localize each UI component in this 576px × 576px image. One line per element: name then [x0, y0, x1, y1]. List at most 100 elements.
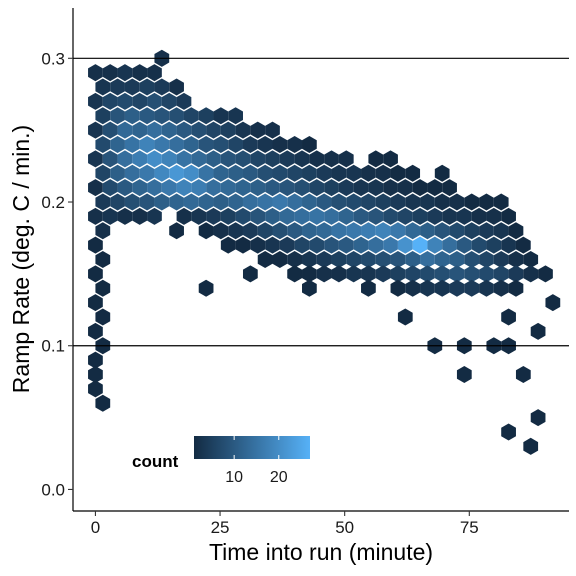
hexbin-cell — [479, 265, 494, 283]
hexbin-cell — [390, 193, 406, 211]
hexbin-cell — [154, 78, 170, 96]
hexbin-cell — [390, 250, 406, 269]
hexbin-cell — [132, 179, 148, 197]
hexbin-cell — [331, 250, 347, 269]
hexbin-cell — [250, 236, 266, 254]
legend-title: count — [132, 452, 179, 471]
hexbin-cell — [361, 250, 376, 269]
x-tick-label: 0 — [91, 518, 100, 537]
hexbin-cell — [397, 179, 413, 197]
hexbin-cell — [331, 222, 347, 240]
hexbin-cell — [338, 236, 354, 254]
hexbin-cell — [265, 236, 280, 254]
reference-lines — [73, 57, 569, 347]
hexbin-cell — [235, 150, 251, 168]
hexbin-cell — [434, 265, 450, 283]
hexbin-cell — [228, 136, 243, 154]
hexbin-cell — [383, 179, 398, 197]
hexbin-cell — [95, 222, 111, 240]
hexbin-cell — [479, 250, 494, 269]
hexbin-cell — [523, 250, 539, 269]
hexbin-cell — [154, 107, 170, 125]
hexbin-cell — [346, 250, 362, 269]
hexbin-cell — [501, 308, 516, 326]
hexbin-cell — [117, 179, 133, 197]
hexbin-cell — [139, 107, 155, 125]
hexbin-cell — [102, 64, 118, 82]
hexbin-cell — [493, 250, 509, 269]
y-tick-label: 0.3 — [41, 49, 65, 68]
hexbin-cell — [139, 164, 155, 182]
hexbin-cell — [316, 164, 332, 182]
hexbin-cell — [88, 365, 103, 383]
hexbin-cell — [242, 164, 258, 182]
hexbin-cell — [375, 250, 391, 269]
hexbin-cell — [235, 179, 251, 197]
hexbin-cell — [102, 207, 118, 225]
hexbin-cell — [353, 207, 369, 225]
hexbin-cell — [220, 236, 236, 254]
hexbin-cell — [169, 164, 184, 182]
hexbin-cell — [198, 136, 214, 154]
hexbin-cell — [88, 179, 103, 197]
hexbin-cell — [390, 222, 406, 240]
hexbin-cell — [405, 193, 421, 211]
x-tick-label: 75 — [460, 518, 479, 537]
hexbin-cell — [95, 279, 111, 297]
hexbin-cell — [412, 236, 428, 254]
hexbin-cell — [176, 179, 192, 197]
hexbin-cell — [95, 136, 111, 154]
hexbin-cell — [102, 179, 118, 197]
hexbin-cell — [213, 222, 229, 240]
hexbin-cell — [117, 64, 133, 82]
hexbin-cell — [420, 279, 435, 297]
legend-tick-label: 10 — [225, 469, 243, 486]
hexbin-cell — [287, 193, 303, 211]
hexbin-cell — [501, 207, 516, 225]
hexbin-cell — [176, 150, 192, 168]
hexbin-cell — [250, 121, 266, 139]
hexbin-cell — [272, 136, 288, 154]
hexbin-cell — [147, 207, 162, 225]
hexbin-cell — [169, 222, 184, 240]
hexbin-cell — [287, 265, 303, 283]
hexbin-cell — [361, 164, 376, 182]
hexbin-cell — [346, 193, 362, 211]
hexbin-cell — [361, 279, 376, 297]
hexbin-cell — [213, 136, 229, 154]
hexbin-cell — [294, 236, 310, 254]
hexbin-cell — [242, 265, 258, 283]
hexbin-cell — [279, 207, 295, 225]
hexbin-cell — [88, 150, 103, 168]
hexbin-cell — [169, 107, 184, 125]
hexbin-cell — [405, 265, 421, 283]
hexbin-cell — [427, 179, 443, 197]
hexbin-cell — [302, 250, 317, 269]
hexbin-cell — [375, 222, 391, 240]
hexbin-cell — [294, 179, 310, 197]
hexbin-cell — [161, 121, 177, 139]
hexbin-cell — [95, 78, 111, 96]
hexbin-cell — [242, 222, 258, 240]
hexbin-cell — [530, 322, 546, 340]
hexbin-cell — [88, 92, 103, 110]
hexbin-cell — [420, 193, 435, 211]
hexbin-cell — [95, 164, 111, 182]
hexbin-cell — [206, 207, 221, 225]
hexbin-cell — [515, 365, 531, 383]
hexbin-cell — [279, 150, 295, 168]
x-axis-title: Time into run (minute) — [209, 539, 433, 565]
hexbin-cell — [331, 265, 347, 283]
hexbin-cell — [183, 164, 199, 182]
hexbin-cell — [220, 179, 236, 197]
hexbin-cell — [479, 279, 494, 297]
hexbin-cell — [169, 78, 184, 96]
hexbin-cell — [88, 294, 103, 312]
hexbin-cell — [405, 250, 421, 269]
hexbin-cell — [235, 207, 251, 225]
hexbin-cell — [530, 409, 546, 427]
hexbin-cell — [287, 250, 303, 269]
hexbin-cell — [102, 121, 118, 139]
hexbin-cell — [228, 193, 243, 211]
hexbin-cell — [139, 78, 155, 96]
